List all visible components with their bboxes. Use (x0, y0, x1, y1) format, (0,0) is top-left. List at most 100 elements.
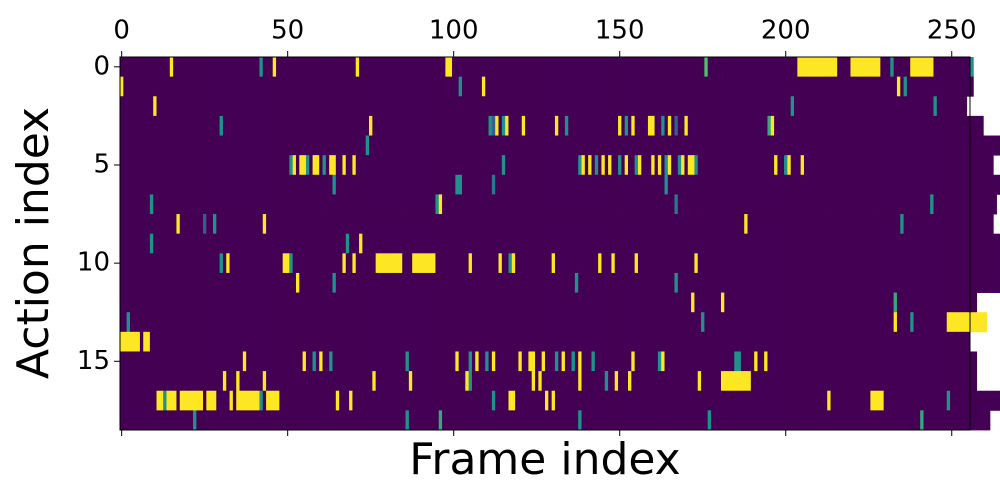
heatmap-cell (704, 194, 708, 214)
heatmap-cell (947, 312, 951, 332)
heatmap-cell (555, 155, 559, 175)
heatmap-cell (714, 77, 718, 97)
heatmap-cell (711, 136, 715, 156)
heatmap-cell (575, 77, 579, 97)
heatmap-cell (449, 77, 453, 97)
heatmap-cell (515, 234, 519, 254)
heatmap-cell (937, 351, 941, 371)
heatmap-cell (226, 253, 230, 273)
heatmap-cell (120, 332, 124, 352)
heatmap-cell (376, 234, 380, 254)
heatmap-cell (787, 253, 791, 273)
heatmap-cell (734, 57, 738, 77)
heatmap-cell (774, 96, 778, 116)
heatmap-cell (565, 116, 569, 136)
heatmap-cell (233, 194, 237, 214)
heatmap-cell (269, 391, 273, 411)
heatmap-cell (186, 77, 190, 97)
heatmap-cell (180, 371, 184, 391)
heatmap-cell (508, 116, 512, 136)
heatmap-cell (163, 312, 167, 332)
heatmap-cell (306, 136, 310, 156)
heatmap-cell (127, 391, 131, 411)
heatmap-cell (449, 410, 453, 430)
heatmap-cell (608, 214, 612, 234)
heatmap-cell (316, 371, 320, 391)
heatmap-cell (608, 116, 612, 136)
heatmap-cell (459, 312, 463, 332)
heatmap-cell (645, 57, 649, 77)
heatmap-cell (625, 194, 629, 214)
heatmap-cell (432, 391, 436, 411)
heatmap-cell (615, 96, 619, 116)
heatmap-cell (718, 410, 722, 430)
heatmap-cell (283, 371, 287, 391)
heatmap-cell (356, 253, 360, 273)
heatmap-cell (429, 194, 433, 214)
heatmap-cell (369, 410, 373, 430)
heatmap-cell (864, 371, 868, 391)
heatmap-cell (140, 332, 144, 352)
heatmap-cell (731, 96, 735, 116)
heatmap-cell (465, 214, 469, 234)
heatmap-cell (479, 234, 483, 254)
heatmap-cell (542, 312, 546, 332)
heatmap-cell (392, 253, 396, 273)
heatmap-cell (359, 410, 363, 430)
heatmap-cell (419, 96, 423, 116)
heatmap-cell (897, 391, 901, 411)
heatmap-cell (203, 391, 207, 411)
heatmap-cell (323, 293, 327, 313)
heatmap-cell (283, 155, 287, 175)
heatmap-cell (475, 57, 479, 77)
heatmap-cell (419, 77, 423, 97)
heatmap-cell (173, 332, 177, 352)
heatmap-cell (402, 410, 406, 430)
heatmap-cell (880, 175, 884, 195)
heatmap-cell (744, 391, 748, 411)
heatmap-cell (834, 391, 838, 411)
heatmap-cell (406, 136, 410, 156)
heatmap-cell (362, 136, 366, 156)
heatmap-cell (273, 57, 277, 77)
heatmap-cell (346, 332, 350, 352)
heatmap-cell (319, 273, 323, 293)
heatmap-cell (877, 410, 881, 430)
heatmap-cell (568, 234, 572, 254)
heatmap-cell (372, 253, 376, 273)
heatmap-cell (575, 155, 579, 175)
heatmap-cell (837, 253, 841, 273)
heatmap-cell (950, 332, 954, 352)
heatmap-cell (920, 155, 924, 175)
heatmap-cell (435, 273, 439, 293)
heatmap-cell (761, 273, 765, 293)
heatmap-cell (611, 312, 615, 332)
heatmap-cell (688, 293, 692, 313)
heatmap-cell (824, 273, 828, 293)
heatmap-cell (857, 253, 861, 273)
heatmap-cell (601, 116, 605, 136)
heatmap-cell (611, 77, 615, 97)
heatmap-cell (841, 96, 845, 116)
heatmap-cell (323, 410, 327, 430)
heatmap-cell (180, 116, 184, 136)
heatmap-cell (588, 273, 592, 293)
heatmap-cell (482, 96, 486, 116)
heatmap-cell (744, 214, 748, 234)
heatmap-cell (190, 312, 194, 332)
heatmap-cell (562, 391, 566, 411)
heatmap-cell (562, 136, 566, 156)
heatmap-cell (595, 194, 599, 214)
heatmap-cell (678, 57, 682, 77)
heatmap-cell (233, 273, 237, 293)
heatmap-cell (216, 136, 220, 156)
heatmap-cell (316, 312, 320, 332)
heatmap-cell (409, 273, 413, 293)
heatmap-cell (489, 77, 493, 97)
heatmap-cell (804, 194, 808, 214)
heatmap-cell (372, 116, 376, 136)
heatmap-cell (585, 234, 589, 254)
heatmap-cell (160, 293, 164, 313)
heatmap-cell (595, 175, 599, 195)
heatmap-cell (605, 155, 609, 175)
